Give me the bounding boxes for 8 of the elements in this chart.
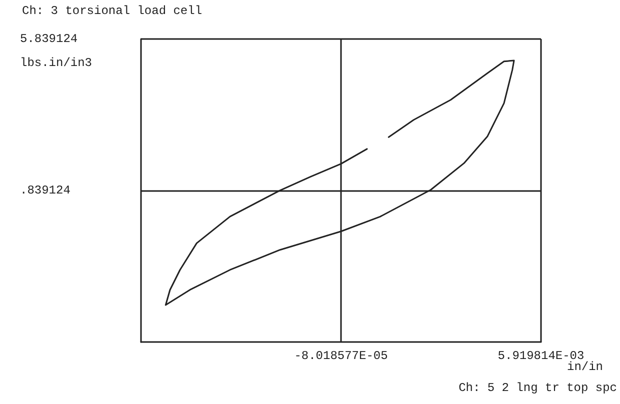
x-tick-label: -8.018577E-05 [294,349,388,363]
chart-title: Ch: 3 torsional load cell [22,4,202,18]
x-tick-label: 5.919814E-03 [498,349,584,363]
text: Ch: 5 2 lng tr top spc [458,381,618,395]
x-axis-title: in/in [566,360,604,374]
y-axis-title: lbs.in/in3 [20,56,92,70]
y-tick-label: 5.839124 [20,32,78,46]
y-tick-label: .839124 [20,184,70,198]
